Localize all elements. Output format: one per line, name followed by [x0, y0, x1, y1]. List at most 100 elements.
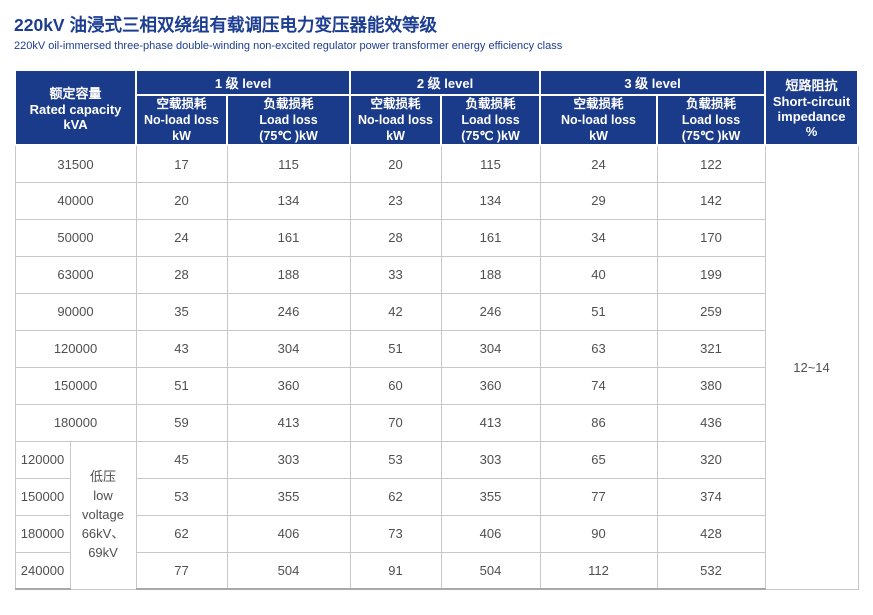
cell-l1-noload: 28 — [135, 255, 228, 294]
table-row: 120000 43 304 51 304 63 321 — [14, 329, 858, 368]
header-short-circuit-impedance: 短路阻抗 Short-circuit impedance % — [764, 68, 860, 147]
cell-l2-load: 134 — [440, 181, 541, 220]
header-l2-noload-loss: 空载损耗 No-load loss kW — [349, 93, 443, 147]
header-l2-load-loss: 负载损耗 Load loss (75℃ )kW — [440, 93, 542, 147]
cell-l3-load: 321 — [656, 329, 766, 368]
cell-l1-noload: 35 — [135, 292, 228, 331]
cell-capacity: 40000 — [14, 181, 137, 220]
cell-l2-noload: 28 — [349, 218, 442, 257]
header-l1-noload-loss: 空载损耗 No-load loss kW — [135, 93, 229, 147]
cell-capacity: 120000 — [14, 440, 71, 479]
cell-l2-noload: 91 — [349, 551, 442, 591]
cell-l3-load: 259 — [656, 292, 766, 331]
cell-l2-noload: 70 — [349, 403, 442, 442]
cell-l3-load: 199 — [656, 255, 766, 294]
table-row: 180000 59 413 70 413 86 436 — [14, 403, 858, 442]
cell-l3-noload: 51 — [539, 292, 658, 331]
cell-l3-load: 170 — [656, 218, 766, 257]
cell-capacity: 180000 — [14, 403, 137, 442]
cell-l1-load: 413 — [226, 403, 351, 442]
cell-l3-load: 320 — [656, 440, 766, 479]
cell-l1-load: 246 — [226, 292, 351, 331]
cell-l2-noload: 62 — [349, 477, 442, 516]
cell-l1-noload: 17 — [135, 144, 228, 183]
efficiency-table: 额定容量 Rated capacity kVA 1 级 level 2 级 le… — [13, 68, 860, 591]
cell-l2-load: 504 — [440, 551, 541, 591]
cell-l1-noload: 24 — [135, 218, 228, 257]
cell-l1-noload: 77 — [135, 551, 228, 591]
header-level-3: 3 级 level — [539, 68, 767, 96]
cell-capacity: 50000 — [14, 218, 137, 257]
header-l3-noload-loss: 空载损耗 No-load loss kW — [539, 93, 659, 147]
cell-l3-noload: 86 — [539, 403, 658, 442]
cell-l2-noload: 60 — [349, 366, 442, 405]
cell-l2-load: 413 — [440, 403, 541, 442]
cell-l2-load: 188 — [440, 255, 541, 294]
table-row: 40000 20 134 23 134 29 142 — [14, 181, 858, 220]
cell-capacity: 150000 — [14, 477, 71, 516]
cell-l2-load: 161 — [440, 218, 541, 257]
header-level-2: 2 级 level — [349, 68, 542, 96]
cell-l1-load: 161 — [226, 218, 351, 257]
cell-l3-noload: 90 — [539, 514, 658, 553]
cell-l2-noload: 20 — [349, 144, 442, 183]
cell-capacity: 31500 — [14, 144, 137, 183]
header-level-1: 1 级 level — [135, 68, 352, 96]
cell-capacity: 150000 — [14, 366, 137, 405]
table-row: 180000 62 406 73 406 90 428 — [14, 514, 858, 553]
cell-l3-load: 532 — [656, 551, 766, 591]
table-row: 90000 35 246 42 246 51 259 — [14, 292, 858, 331]
cell-l3-noload: 63 — [539, 329, 658, 368]
cell-l3-noload: 24 — [539, 144, 658, 183]
cell-l1-load: 303 — [226, 440, 351, 479]
cell-l1-load: 134 — [226, 181, 351, 220]
cell-low-voltage-group: 低压 low voltage 66kV、 69kV — [69, 440, 137, 590]
cell-l3-noload: 65 — [539, 440, 658, 479]
cell-l2-load: 355 — [440, 477, 541, 516]
cell-l3-load: 436 — [656, 403, 766, 442]
cell-l3-load: 142 — [656, 181, 766, 220]
cell-l3-noload: 74 — [539, 366, 658, 405]
cell-l1-noload: 59 — [135, 403, 228, 442]
cell-l3-noload: 77 — [539, 477, 658, 516]
title-block: 220kV 油浸式三相双绕组有载调压电力变压器能效等级 220kV oil-im… — [0, 0, 873, 52]
table-row: 120000 低压 low voltage 66kV、 69kV 45 303 … — [14, 440, 858, 590]
cell-l3-load: 428 — [656, 514, 766, 553]
table-row: 63000 28 188 33 188 40 199 — [14, 255, 858, 294]
header-l3-load-loss: 负载损耗 Load loss (75℃ )kW — [656, 93, 767, 147]
cell-l2-noload: 33 — [349, 255, 442, 294]
cell-l2-load: 303 — [440, 440, 541, 479]
table-body: 31500 17 115 20 115 24 122 12~14 40000 2… — [14, 144, 859, 591]
cell-capacity: 240000 — [14, 551, 71, 591]
cell-l1-noload: 43 — [135, 329, 228, 368]
table-row: 150000 51 360 60 360 74 380 — [14, 366, 858, 405]
cell-l2-noload: 51 — [349, 329, 442, 368]
cell-l2-load: 115 — [440, 144, 541, 183]
table-header: 额定容量 Rated capacity kVA 1 级 level 2 级 le… — [13, 68, 860, 147]
cell-l1-noload: 51 — [135, 366, 228, 405]
cell-l2-load: 304 — [440, 329, 541, 368]
cell-capacity: 63000 — [14, 255, 137, 294]
cell-capacity: 180000 — [14, 514, 71, 553]
table-row: 50000 24 161 28 161 34 170 — [14, 218, 858, 257]
cell-l2-load: 406 — [440, 514, 541, 553]
cell-l3-noload: 40 — [539, 255, 658, 294]
cell-l2-noload: 42 — [349, 292, 442, 331]
cell-l1-load: 355 — [226, 477, 351, 516]
cell-l2-load: 246 — [440, 292, 541, 331]
cell-l1-load: 406 — [226, 514, 351, 553]
cell-l3-noload: 112 — [539, 551, 658, 591]
cell-l1-load: 115 — [226, 144, 351, 183]
cell-l2-noload: 23 — [349, 181, 442, 220]
cell-l1-load: 360 — [226, 366, 351, 405]
table-row: 150000 53 355 62 355 77 374 — [14, 477, 858, 516]
table-row: 240000 77 504 91 504 112 532 — [14, 551, 858, 591]
cell-l3-noload: 34 — [539, 218, 658, 257]
cell-l1-noload: 20 — [135, 181, 228, 220]
cell-capacity: 120000 — [14, 329, 137, 368]
header-rated-capacity: 额定容量 Rated capacity kVA — [13, 68, 138, 147]
cell-l2-noload: 73 — [349, 514, 442, 553]
header-l1-load-loss: 负载损耗 Load loss (75℃ )kW — [226, 93, 352, 147]
cell-l3-load: 122 — [656, 144, 766, 183]
